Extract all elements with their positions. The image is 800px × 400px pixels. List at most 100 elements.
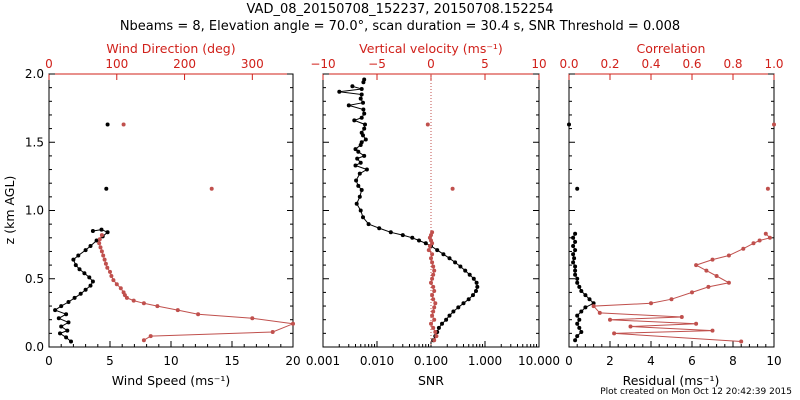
wind-series-red-point <box>108 269 112 274</box>
snr-series-black-point <box>447 313 452 318</box>
snr-series-red-point <box>429 256 433 261</box>
residual-series-red-point <box>704 268 709 273</box>
snr-series-black-point <box>359 87 364 91</box>
wind-series-black-point <box>72 295 77 300</box>
snr-series-black-point <box>388 230 393 235</box>
wind-top-tick-label: 200 <box>173 57 196 71</box>
snr-series-red-point <box>434 334 439 339</box>
wind-bottom-tick-label: 10 <box>163 354 178 368</box>
wind-series-black-point <box>69 339 73 344</box>
wind-series-black-point <box>65 328 70 333</box>
snr-series-red-point <box>431 284 436 289</box>
wind-direction-axis-label: Wind Direction (deg) <box>106 41 235 56</box>
wind-series-black-point <box>105 230 110 235</box>
snr-series-black-point <box>359 130 364 135</box>
y-axis-label: z (km AGL) <box>2 176 17 245</box>
wind-series-black-point <box>78 291 83 296</box>
wind-series-black-point <box>71 257 76 262</box>
residual-series-red-point <box>763 231 768 236</box>
residual-series-black-point <box>579 309 584 314</box>
residual-series-red-point <box>757 238 762 243</box>
residual-series-black-point <box>572 256 577 261</box>
snr-series-black-point <box>359 92 364 97</box>
snr-series-red-point <box>433 330 438 334</box>
residual-bottom-tick-label: 4 <box>647 354 655 368</box>
snr-series-black-point <box>358 96 363 101</box>
wind-series-black-point <box>64 335 69 340</box>
snr-series-black-point <box>355 156 360 161</box>
snr-series-black-point <box>361 100 365 105</box>
snr-series-red-point <box>431 272 436 277</box>
residual-series-black-point <box>573 268 578 273</box>
wind-series-black-point <box>90 279 95 284</box>
wind-series-black-point <box>105 122 110 127</box>
wind-series-red-point <box>250 316 255 321</box>
snr-series-black-point <box>356 149 361 154</box>
residual-series-red-point <box>772 122 776 127</box>
chart-subtitle: Nbeams = 8, Elevation angle = 70.0°, sca… <box>119 19 681 34</box>
residual-series-black-point <box>579 330 584 334</box>
snr-series-black-point <box>436 325 441 330</box>
snr-series-black-point <box>474 280 479 285</box>
snr-series-red-point <box>430 313 435 318</box>
snr-series-red-point <box>433 301 438 306</box>
snr-series-red-point <box>432 289 437 293</box>
wind-bottom-tick-label: 0 <box>45 354 53 368</box>
wind-series-black-point <box>59 324 64 329</box>
wind-series-red-point <box>97 237 102 242</box>
correlation-axis-label: Correlation <box>637 41 706 56</box>
residual-series-red-point <box>751 241 756 246</box>
snr-bottom-tick-label: 0.010 <box>360 354 394 368</box>
residual-top-tick-label: 0.2 <box>600 57 619 71</box>
y-tick-label: 0.5 <box>25 272 44 286</box>
snr-series-black-point <box>353 163 358 168</box>
residual-top-tick-label: 0.4 <box>641 57 660 71</box>
residual-series-black-point <box>573 231 578 236</box>
snr-series-black-point <box>440 321 444 326</box>
wind-series-red-point <box>131 298 136 303</box>
snr-series-black-point <box>354 178 359 183</box>
residual-series-red-point <box>628 324 633 329</box>
snr-series-black-point <box>350 84 355 89</box>
chart-title: VAD_08_20150708_152237, 20150708.152254 <box>246 2 554 17</box>
wind-top-tick-label: 0 <box>45 57 53 71</box>
wind-series-black-point <box>64 312 69 317</box>
snr-series-red-point <box>450 186 455 191</box>
snr-series-black-point <box>441 252 446 257</box>
residual-series-red-point <box>710 328 715 333</box>
residual-series-red-point <box>608 317 612 322</box>
snr-series-black-point <box>346 103 351 108</box>
residual-series-red-point <box>649 301 653 306</box>
snr-axis-label: SNR <box>418 373 444 388</box>
snr-series-red-point <box>430 293 435 298</box>
snr-series-black-point <box>357 194 362 199</box>
wind-series-black-point <box>104 186 109 191</box>
snr-series-black-point <box>447 256 452 261</box>
snr-series-red-point <box>431 297 436 302</box>
wind-series-red-point <box>209 186 214 191</box>
wind-series-black-point <box>77 267 82 272</box>
snr-series-black-point <box>474 289 478 293</box>
residual-series-red-point <box>710 257 715 262</box>
residual-series-red-point <box>690 290 694 295</box>
wind-top-tick-label: 300 <box>241 57 264 71</box>
wind-series-red-point <box>102 257 107 262</box>
snr-series-black-point <box>363 122 367 127</box>
residual-series-black-point <box>567 122 571 127</box>
snr-series-black-point <box>458 264 463 269</box>
snr-panel-frame <box>322 73 540 348</box>
wind-series-black-point <box>76 253 81 258</box>
wind-series-red-point <box>118 286 123 291</box>
wind-series-red-point <box>98 245 103 250</box>
snr-series-black-line <box>339 85 478 341</box>
wind-series-red-point <box>105 265 110 270</box>
snr-series-black-point <box>359 115 364 120</box>
wind-series-red-point <box>97 241 102 246</box>
wind-series-red-point <box>141 301 146 306</box>
residual-series-black-point <box>571 252 576 257</box>
wind-series-red-point <box>175 308 180 313</box>
residual-series-red-point <box>694 263 699 268</box>
snr-series-black-point <box>435 248 440 253</box>
wind-series-black-point <box>99 227 104 232</box>
residual-series-red-point <box>726 280 731 285</box>
